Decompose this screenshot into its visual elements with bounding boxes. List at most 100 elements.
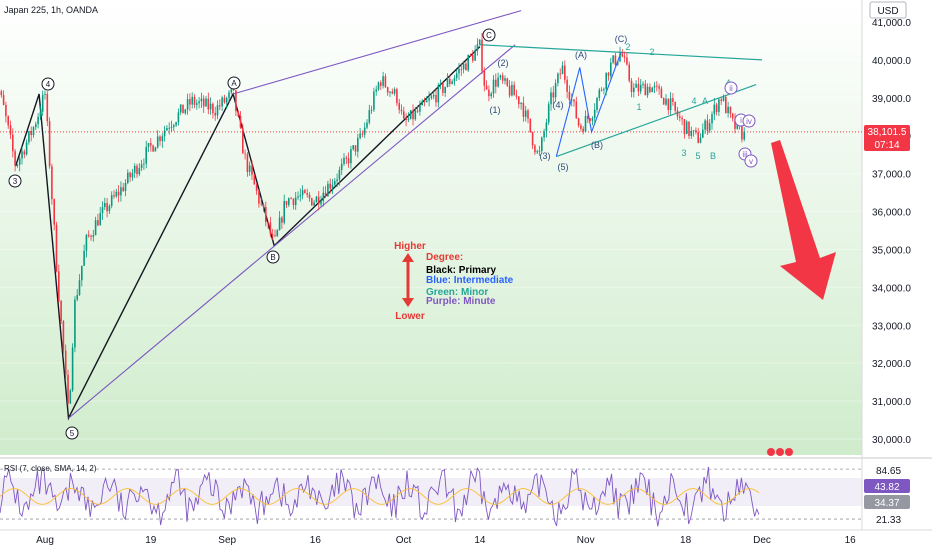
candle-body bbox=[39, 111, 42, 117]
time-tick-label: 14 bbox=[474, 535, 486, 546]
candle-body bbox=[610, 62, 612, 76]
candle-body bbox=[320, 201, 322, 205]
candle-body bbox=[278, 217, 281, 231]
candle-body bbox=[184, 109, 187, 114]
candle-body bbox=[214, 113, 217, 116]
candle-body bbox=[207, 98, 210, 110]
candle-body bbox=[518, 96, 520, 105]
candle-body bbox=[334, 181, 336, 185]
rsi-line bbox=[0, 466, 760, 527]
price-tick-label: 39,000.0 bbox=[872, 94, 911, 105]
primary-wave-label: C bbox=[486, 31, 492, 40]
intermediate-wave-label: (5) bbox=[558, 162, 569, 172]
candle-body bbox=[140, 164, 143, 169]
candle-body bbox=[596, 98, 598, 110]
candle-body bbox=[545, 122, 548, 132]
legend-title: Degree: bbox=[426, 252, 463, 263]
currency-button[interactable] bbox=[869, 1, 907, 19]
rsi-indicator-label[interactable]: RSI (7, close, SMA, 14, 2) bbox=[4, 464, 97, 473]
candle-body bbox=[460, 69, 463, 70]
candle-body bbox=[412, 110, 414, 120]
candle-body bbox=[513, 84, 516, 96]
minute-wave-label: iii bbox=[742, 150, 748, 159]
candle-body bbox=[131, 172, 134, 178]
candle-body bbox=[156, 136, 159, 148]
candle-body bbox=[182, 104, 184, 114]
candle-body bbox=[633, 87, 635, 92]
candle-body bbox=[380, 82, 382, 86]
candle-body bbox=[559, 73, 562, 75]
arrow-up-icon bbox=[402, 253, 414, 262]
candle-body bbox=[384, 76, 387, 88]
candle-body bbox=[276, 230, 279, 237]
candle-body bbox=[598, 89, 601, 99]
event-flag-icon[interactable] bbox=[785, 448, 793, 456]
candle-body bbox=[644, 83, 647, 96]
candle-body bbox=[444, 86, 447, 93]
candle-body bbox=[150, 143, 152, 146]
candle-body bbox=[18, 158, 21, 165]
candle-body bbox=[138, 168, 141, 175]
candle-body bbox=[265, 207, 267, 222]
candle-body bbox=[368, 110, 371, 123]
candle-body bbox=[541, 137, 543, 151]
minor-wave-label: A bbox=[702, 96, 708, 106]
rsi-sma-value: 34.37 bbox=[874, 498, 899, 509]
candle-body bbox=[308, 194, 311, 199]
candle-body bbox=[285, 201, 288, 205]
candle-body bbox=[122, 187, 125, 192]
candle-body bbox=[14, 151, 16, 166]
rsi-tick-low: 21.33 bbox=[876, 515, 901, 526]
candle-body bbox=[145, 146, 148, 164]
candle-body bbox=[329, 183, 332, 189]
candle-body bbox=[343, 157, 345, 164]
candle-body bbox=[524, 110, 527, 117]
legend-item-primary: Black: Primary bbox=[426, 265, 496, 276]
candle-body bbox=[725, 96, 727, 114]
channel-line bbox=[232, 10, 522, 95]
intermediate-wave-label: (4) bbox=[553, 100, 564, 110]
candle-body bbox=[734, 118, 736, 129]
candle-body bbox=[715, 104, 718, 112]
candle-body bbox=[41, 94, 44, 112]
candle-body bbox=[729, 106, 732, 114]
candle-body bbox=[501, 75, 504, 81]
candle-body bbox=[476, 44, 479, 51]
event-markers[interactable] bbox=[767, 448, 793, 456]
candle-body bbox=[449, 78, 451, 84]
intermediate-wave-label: (C) bbox=[615, 34, 628, 44]
event-flag-icon[interactable] bbox=[767, 448, 775, 456]
legend-lower: Lower bbox=[395, 311, 425, 322]
candle-body bbox=[662, 97, 665, 105]
candle-body bbox=[679, 116, 681, 118]
symbol-header: Japan 225, 1h, OANDA bbox=[4, 5, 98, 15]
candle-body bbox=[143, 163, 145, 165]
candle-body bbox=[235, 90, 237, 112]
candle-body bbox=[322, 192, 325, 202]
candle-body bbox=[642, 83, 644, 85]
candle-body bbox=[267, 221, 269, 223]
candle-body bbox=[626, 57, 628, 65]
candle-body bbox=[534, 145, 536, 153]
candle-body bbox=[357, 138, 359, 152]
candle-body bbox=[67, 374, 69, 404]
candle-body bbox=[485, 85, 488, 90]
candle-body bbox=[575, 101, 578, 119]
candle-body bbox=[117, 191, 120, 196]
candle-body bbox=[504, 78, 506, 81]
candle-body bbox=[28, 130, 30, 143]
minor-wave-label: 3 bbox=[681, 148, 686, 158]
candle-body bbox=[690, 130, 693, 136]
candle-body bbox=[246, 154, 249, 172]
candle-body bbox=[108, 205, 111, 212]
candle-body bbox=[51, 166, 53, 200]
candle-body bbox=[221, 97, 223, 107]
candle-body bbox=[557, 73, 559, 84]
candle-body bbox=[743, 131, 746, 140]
event-flag-icon[interactable] bbox=[776, 448, 784, 456]
candle-body bbox=[90, 235, 92, 237]
legend-item-minor: Green: Minor bbox=[426, 287, 488, 298]
candle-body bbox=[419, 105, 421, 112]
candle-body bbox=[359, 133, 361, 139]
